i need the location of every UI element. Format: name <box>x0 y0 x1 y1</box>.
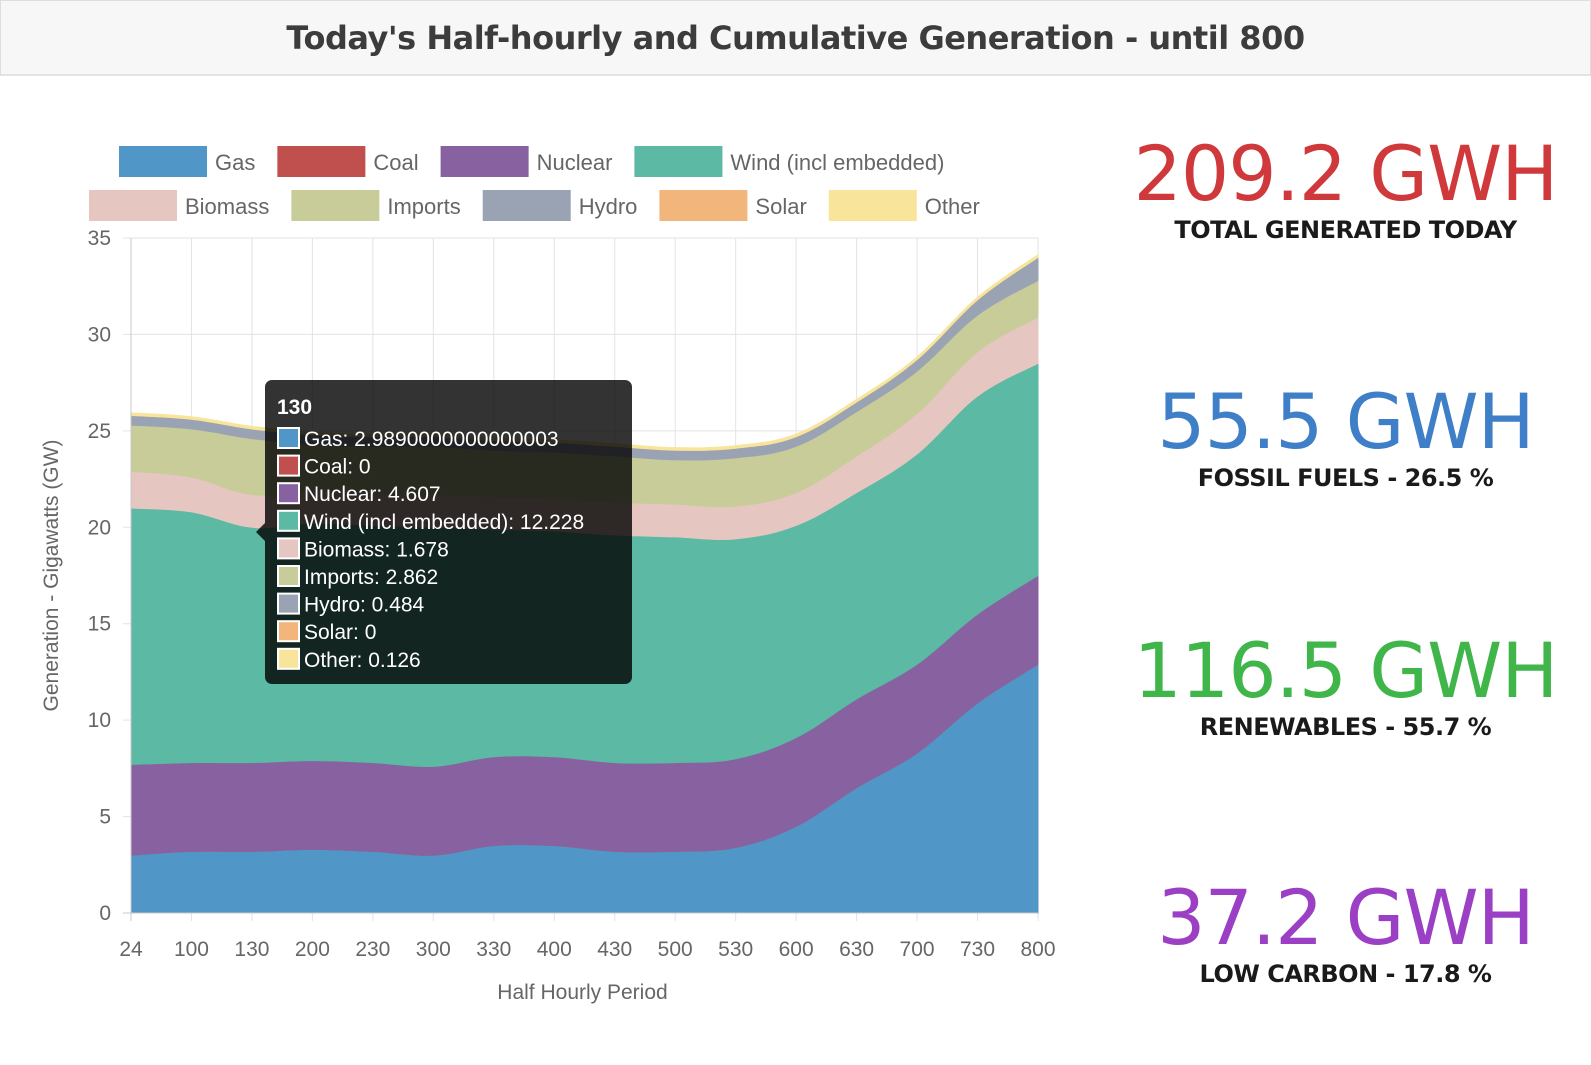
x-tick-label: 230 <box>355 938 390 961</box>
tooltip-swatch <box>279 429 298 447</box>
legend-item[interactable]: Coal <box>277 146 419 177</box>
tooltip: 130 Gas: 2.9890000000000003 Coal: 0 Nuclear… <box>256 380 632 684</box>
y-tick-label: 10 <box>88 709 111 732</box>
generation-chart-panel: 0 5 10 15 20 25 30 35 24 100 130 200 230 300 330 400 430… <box>0 76 1100 1060</box>
stats-panel: 209.2 GWH TOTAL GENERATED TODAY 55.5 GWH… <box>1100 76 1591 1060</box>
legend-swatch <box>828 190 917 221</box>
stat-renewables: 116.5 GWH RENEWABLES - 55.7 % <box>1100 626 1591 742</box>
page-header: Today's Half-hourly and Cumulative Gener… <box>0 0 1591 76</box>
tooltip-swatch <box>279 511 298 530</box>
tooltip-swatch <box>279 539 298 558</box>
page-title: Today's Half-hourly and Cumulative Gener… <box>286 18 1305 57</box>
y-tick-label: 5 <box>99 806 111 829</box>
stat-fossil-value: 55.5 GWH <box>1157 377 1535 466</box>
tooltip-item: Other: 0.126 <box>304 649 421 672</box>
legend-item[interactable]: Nuclear <box>440 146 613 177</box>
y-tick-label: 25 <box>88 420 111 443</box>
legend-swatch <box>119 146 207 177</box>
tooltip-box <box>265 380 632 684</box>
x-tick-label: 200 <box>295 938 330 961</box>
stat-total-value: 209.2 GWH <box>1133 129 1559 218</box>
legend-label: Other <box>925 194 980 219</box>
tooltip-swatch <box>279 456 298 475</box>
y-tick-label: 0 <box>99 902 111 925</box>
x-tick-label: 430 <box>597 938 632 961</box>
stat-low-carbon-label: LOW CARBON - 17.8 % <box>1199 960 1492 988</box>
stat-low-carbon-value: 37.2 GWH <box>1157 873 1535 962</box>
x-tick-label: 24 <box>119 938 143 961</box>
tooltip-item: Coal: 0 <box>304 456 371 479</box>
x-tick-label: 600 <box>779 938 814 961</box>
y-axis-title: Generation - Gigawatts (GW) <box>40 440 63 712</box>
stat-low-carbon: 37.2 GWH LOW CARBON - 17.8 % <box>1100 873 1591 989</box>
legend-item[interactable]: Other <box>828 190 980 221</box>
tooltip-item: Wind (incl embedded): 12.228 <box>304 511 584 534</box>
x-axis-title: Half Hourly Period <box>497 981 667 1004</box>
stat-total-label: TOTAL GENERATED TODAY <box>1174 216 1517 244</box>
x-tick-label: 100 <box>174 938 209 961</box>
legend-swatch <box>482 190 571 221</box>
tooltip-item: Nuclear: 4.607 <box>304 483 441 506</box>
legend-swatch <box>89 190 177 221</box>
x-tick-label: 300 <box>416 938 451 961</box>
tooltip-item: Solar: 0 <box>304 621 376 644</box>
y-tick-label: 30 <box>88 323 111 346</box>
legend-item[interactable]: Biomass <box>89 190 269 221</box>
chart-legend: Gas Coal Nuclear Wind (incl embedded) Biomas… <box>89 146 980 221</box>
legend-item[interactable]: Imports <box>291 190 461 221</box>
x-tick-label: 400 <box>537 938 572 961</box>
generation-area-chart: 0 5 10 15 20 25 30 35 24 100 130 200 230 300 330 400 430… <box>40 146 1056 1004</box>
tooltip-item: Gas: 2.9890000000000003 <box>304 428 559 451</box>
x-tick-label: 130 <box>234 938 269 961</box>
x-tick-label: 330 <box>476 938 511 961</box>
legend-item[interactable]: Wind (incl embedded) <box>634 146 944 177</box>
x-tick-label: 800 <box>1020 938 1055 961</box>
legend-item[interactable]: Solar <box>659 190 807 221</box>
stat-renewables-value: 116.5 GWH <box>1133 626 1559 715</box>
y-tick-label: 20 <box>88 516 111 539</box>
tooltip-swatch <box>279 567 298 585</box>
legend-swatch <box>659 190 748 221</box>
y-tick-label: 15 <box>88 613 111 636</box>
legend-label: Gas <box>215 150 255 175</box>
stat-fossil-label: FOSSIL FUELS - 26.5 % <box>1197 464 1494 492</box>
tooltip-swatch <box>279 649 298 668</box>
tooltip-title: 130 <box>277 396 312 419</box>
stat-renewables-label: RENEWABLES - 55.7 % <box>1199 713 1492 741</box>
x-tick-label: 530 <box>718 938 753 961</box>
tooltip-swatch <box>279 594 298 613</box>
tooltip-item: Imports: 2.862 <box>304 566 438 589</box>
y-tick-label: 35 <box>88 227 111 250</box>
legend-label: Biomass <box>185 194 269 219</box>
legend-swatch <box>277 146 366 177</box>
legend-item[interactable]: Hydro <box>482 190 638 221</box>
x-tick-label: 630 <box>839 938 874 961</box>
x-tick-label: 700 <box>900 938 935 961</box>
legend-swatch <box>440 146 529 177</box>
x-tick-label: 730 <box>960 938 995 961</box>
legend-label: Wind (incl embedded) <box>730 150 944 175</box>
legend-label: Nuclear <box>537 150 613 175</box>
x-tick-label: 500 <box>658 938 693 961</box>
stat-total-generated: 209.2 GWH TOTAL GENERATED TODAY <box>1100 129 1591 245</box>
legend-label: Coal <box>373 150 418 175</box>
legend-swatch <box>291 190 380 221</box>
legend-item[interactable]: Gas <box>119 146 255 177</box>
tooltip-item: Hydro: 0.484 <box>304 594 425 617</box>
legend-label: Hydro <box>579 194 638 219</box>
stat-fossil-fuels: 55.5 GWH FOSSIL FUELS - 26.5 % <box>1100 377 1591 493</box>
tooltip-item: Biomass: 1.678 <box>304 538 449 561</box>
tooltip-swatch <box>279 622 298 641</box>
legend-label: Solar <box>755 194 806 219</box>
legend-swatch <box>634 146 723 177</box>
legend-label: Imports <box>387 194 460 219</box>
tooltip-caret <box>256 523 265 541</box>
tooltip-swatch <box>279 484 298 503</box>
